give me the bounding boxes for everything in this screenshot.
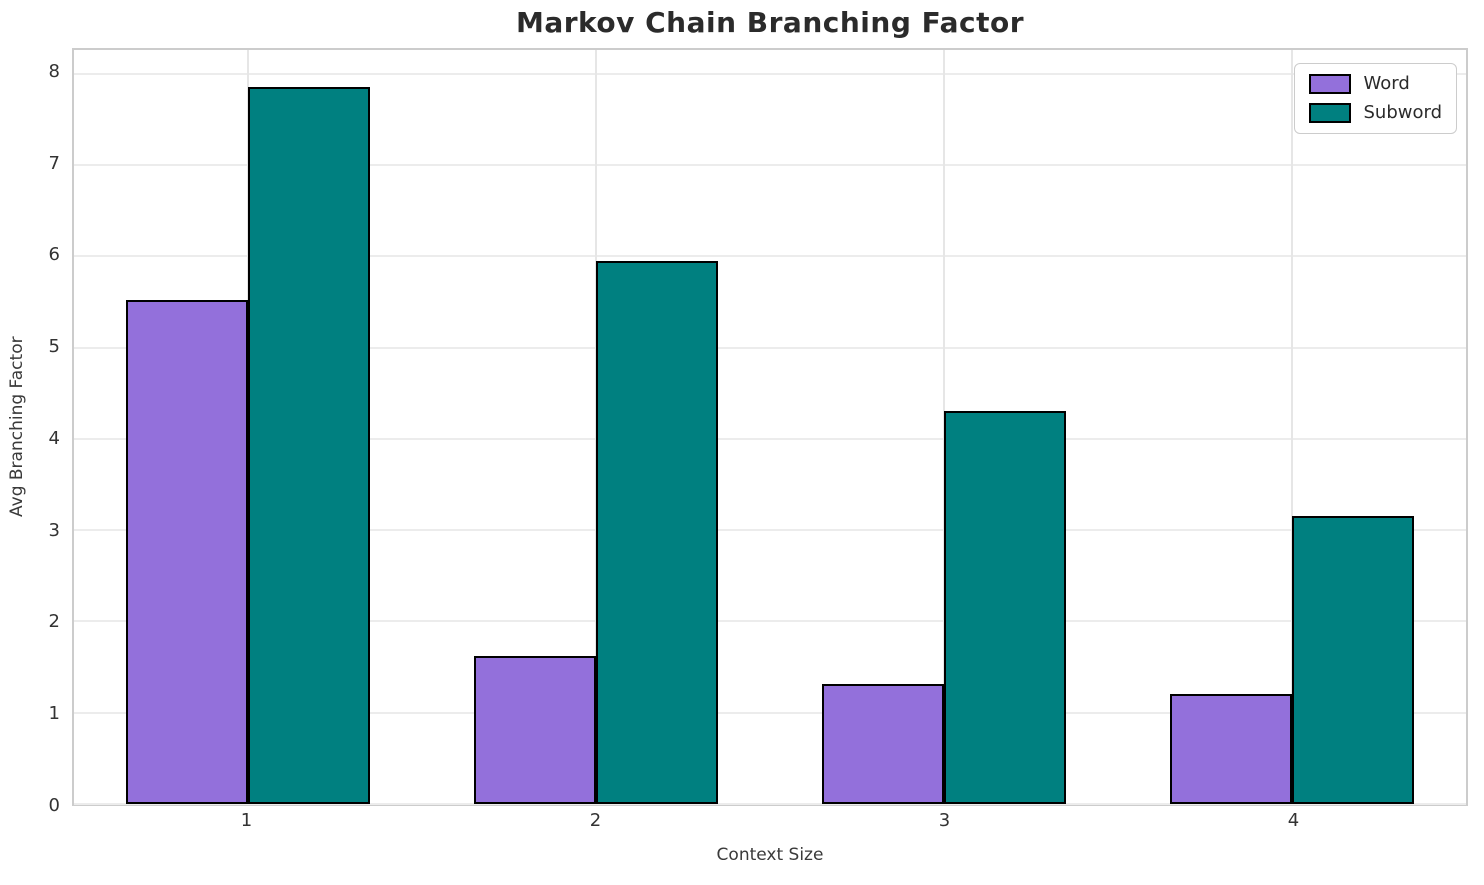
gridline-horizontal xyxy=(74,255,1466,258)
y-tick-label: 2 xyxy=(48,611,60,633)
bar-word-1 xyxy=(126,300,248,804)
y-tick-label: 3 xyxy=(48,519,60,541)
legend-item-word: Word xyxy=(1309,74,1442,94)
y-tick-label: 8 xyxy=(48,60,60,82)
x-tick-label: 1 xyxy=(240,810,253,831)
legend-label: Word xyxy=(1363,73,1410,94)
gridline-horizontal xyxy=(74,711,1466,714)
gridline-horizontal xyxy=(74,620,1466,623)
x-axis-ticks: 1 2 3 4 xyxy=(72,810,1468,840)
plot-area: Word Subword xyxy=(72,48,1468,806)
y-tick-label: 7 xyxy=(48,152,60,174)
y-axis-ticks: 0 1 2 3 4 5 6 7 8 xyxy=(0,48,60,816)
x-tick-label: 2 xyxy=(589,810,602,831)
y-tick-label: 0 xyxy=(48,795,60,816)
bar-subword-4 xyxy=(1292,516,1414,804)
legend-item-subword: Subword xyxy=(1309,103,1442,123)
gridline-vertical xyxy=(1291,50,1293,804)
bar-subword-3 xyxy=(944,410,1066,804)
y-tick-label: 1 xyxy=(48,703,60,725)
legend: Word Subword xyxy=(1294,63,1457,134)
x-axis-label: Context Size xyxy=(716,845,824,865)
gridline-horizontal xyxy=(74,529,1466,532)
bar-word-3 xyxy=(822,684,944,804)
gridline-horizontal xyxy=(74,803,1466,805)
x-tick-label: 4 xyxy=(1287,810,1300,831)
y-tick-label: 6 xyxy=(48,244,60,266)
gridline-horizontal xyxy=(74,346,1466,349)
gridline-horizontal xyxy=(74,72,1466,75)
gridline-horizontal xyxy=(74,164,1466,167)
y-tick-label: 4 xyxy=(48,427,60,449)
y-tick-label: 5 xyxy=(48,336,60,358)
legend-swatch-subword xyxy=(1309,103,1352,123)
bar-subword-1 xyxy=(248,86,370,804)
legend-label: Subword xyxy=(1363,102,1442,123)
bar-word-4 xyxy=(1170,693,1292,804)
x-tick-label: 3 xyxy=(938,810,951,831)
bar-subword-2 xyxy=(596,260,718,804)
legend-swatch-word xyxy=(1309,74,1352,94)
bar-word-2 xyxy=(474,656,596,804)
chart-title: Markov Chain Branching Factor xyxy=(515,6,1025,39)
gridline-horizontal xyxy=(74,437,1466,440)
